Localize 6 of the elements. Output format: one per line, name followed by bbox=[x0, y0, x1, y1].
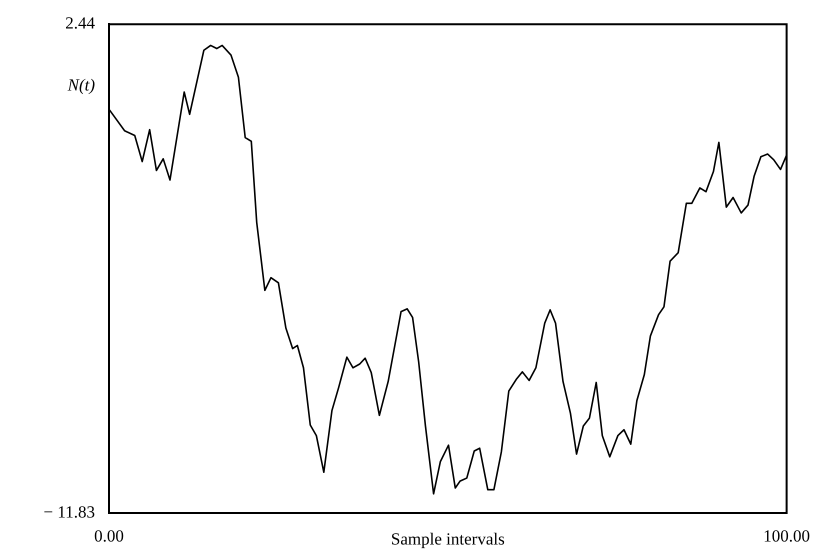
y-axis-title: N(t) bbox=[66, 76, 96, 95]
x-tick-label: 0.00 bbox=[94, 526, 124, 546]
x-axis-title: Sample intervals bbox=[390, 529, 505, 548]
x-tick-label: 100.00 bbox=[763, 526, 810, 546]
y-tick-label: 2.44 bbox=[65, 14, 96, 33]
y-tick-label: − 11.83 bbox=[44, 502, 95, 522]
